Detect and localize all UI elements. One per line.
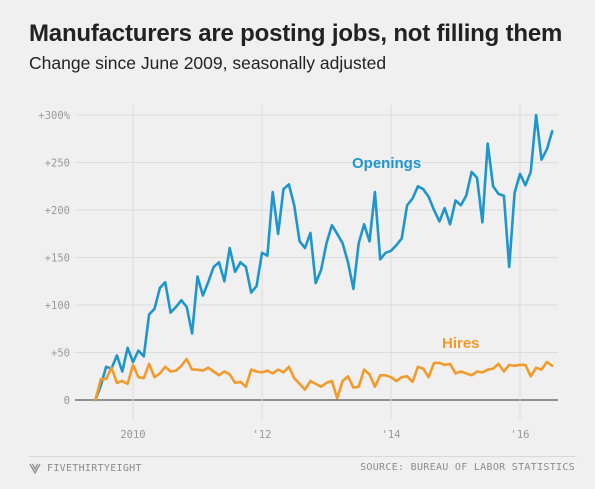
- y-tick-label: +100: [45, 300, 70, 312]
- series-label-hires: Hires: [442, 335, 480, 352]
- y-tick-label: +200: [45, 205, 70, 217]
- series-line-openings: [94, 113, 554, 402]
- y-tick-label: +250: [45, 158, 70, 170]
- y-tick-label: 0: [64, 395, 70, 407]
- chart-title: Manufacturers are posting jobs, not fill…: [29, 20, 563, 47]
- series-label-openings: Openings: [352, 155, 421, 172]
- source-note: SOURCE: BUREAU OF LABOR STATISTICS: [360, 462, 575, 473]
- x-tick-label: '12: [253, 429, 272, 441]
- x-tick-label: '16: [511, 429, 530, 441]
- y-tick-label: +300%: [38, 110, 70, 122]
- fivethirtyeight-logo-icon: [29, 463, 41, 474]
- x-tick-label: 2010: [120, 429, 145, 441]
- chart-subtitle: Change since June 2009, seasonally adjus…: [29, 53, 387, 73]
- y-tick-label: +150: [45, 253, 70, 265]
- footer-divider: [29, 456, 577, 457]
- x-tick-label: '14: [382, 429, 401, 441]
- brand-name: FIVETHIRTYEIGHT: [47, 462, 142, 474]
- y-tick-label: +50: [51, 348, 70, 360]
- series-line-hires: [94, 357, 554, 402]
- footer-brand: FIVETHIRTYEIGHT: [29, 462, 142, 474]
